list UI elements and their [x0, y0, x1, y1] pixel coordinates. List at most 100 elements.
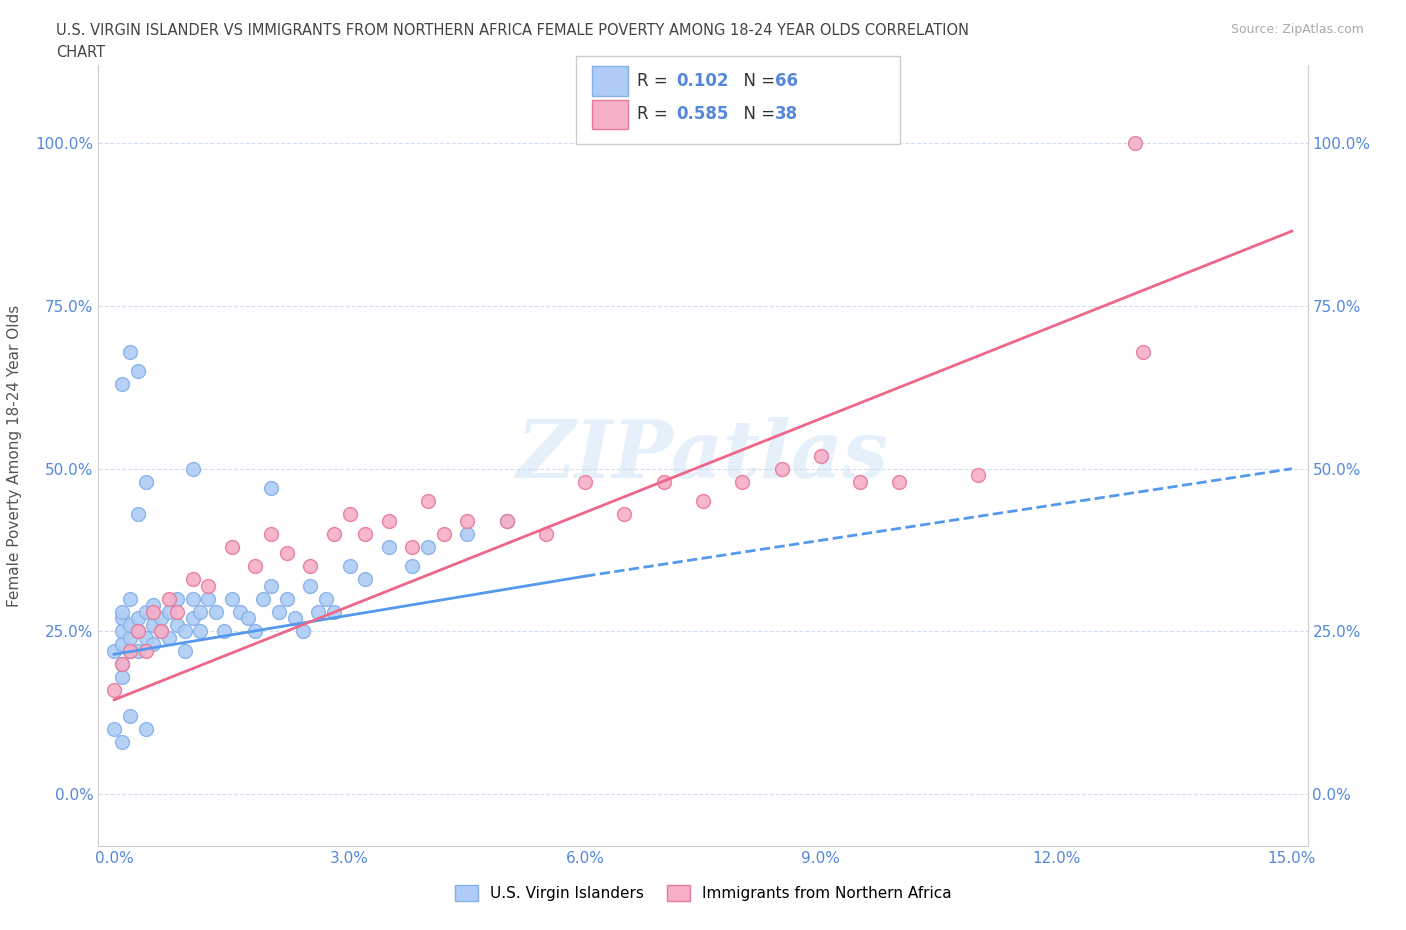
Point	[418, 494, 440, 509]
Point	[378, 539, 401, 554]
Point	[276, 546, 298, 561]
Point	[849, 474, 872, 489]
Point	[197, 591, 219, 606]
Point	[456, 526, 478, 541]
Point	[401, 539, 423, 554]
Y-axis label: Female Poverty Among 18-24 Year Olds: Female Poverty Among 18-24 Year Olds	[7, 304, 21, 606]
Point	[118, 644, 141, 658]
Point	[652, 474, 675, 489]
Point	[252, 591, 274, 606]
Point	[135, 604, 157, 619]
Point	[260, 578, 283, 593]
Point	[692, 494, 714, 509]
Point	[212, 624, 235, 639]
Point	[111, 657, 134, 671]
Point	[339, 507, 361, 522]
Text: 38: 38	[775, 105, 797, 124]
Point	[111, 670, 134, 684]
Point	[315, 591, 337, 606]
Point	[245, 624, 267, 639]
Point	[111, 604, 134, 619]
Point	[135, 644, 157, 658]
Point	[339, 559, 361, 574]
Point	[157, 631, 180, 645]
Point	[111, 735, 134, 750]
Point	[118, 644, 141, 658]
Point	[127, 644, 149, 658]
Point	[157, 591, 180, 606]
Point	[127, 624, 149, 639]
Point	[111, 637, 134, 652]
Point	[221, 591, 243, 606]
Text: N =: N =	[733, 72, 780, 90]
Point	[118, 344, 141, 359]
Point	[291, 624, 314, 639]
Point	[142, 604, 165, 619]
Point	[1132, 344, 1154, 359]
Point	[1123, 136, 1146, 151]
Point	[111, 624, 134, 639]
Point	[299, 559, 322, 574]
Point	[142, 637, 165, 652]
Text: N =: N =	[733, 105, 780, 124]
Point	[103, 683, 125, 698]
Point	[181, 461, 204, 476]
Point	[166, 604, 188, 619]
Legend: U.S. Virgin Islanders, Immigrants from Northern Africa: U.S. Virgin Islanders, Immigrants from N…	[447, 878, 959, 909]
Point	[118, 591, 141, 606]
Point	[731, 474, 754, 489]
Point	[299, 578, 322, 593]
Point	[966, 468, 988, 483]
Point	[267, 604, 290, 619]
Text: R =: R =	[637, 105, 673, 124]
Point	[810, 448, 832, 463]
Text: Source: ZipAtlas.com: Source: ZipAtlas.com	[1230, 23, 1364, 36]
Point	[150, 611, 173, 626]
Text: 66: 66	[775, 72, 797, 90]
Text: 0.585: 0.585	[676, 105, 728, 124]
Point	[103, 722, 125, 737]
Text: CHART: CHART	[56, 45, 105, 60]
Point	[173, 644, 195, 658]
Point	[150, 624, 173, 639]
Point	[495, 513, 517, 528]
Point	[354, 572, 377, 587]
Point	[142, 598, 165, 613]
Point	[127, 507, 149, 522]
Point	[135, 474, 157, 489]
Point	[378, 513, 401, 528]
Point	[135, 631, 157, 645]
Point	[574, 474, 596, 489]
Point	[456, 513, 478, 528]
Point	[181, 611, 204, 626]
Point	[181, 572, 204, 587]
Point	[433, 526, 456, 541]
Point	[260, 526, 283, 541]
Point	[260, 481, 283, 496]
Point	[118, 618, 141, 632]
Point	[354, 526, 377, 541]
Point	[150, 624, 173, 639]
Point	[418, 539, 440, 554]
Point	[889, 474, 911, 489]
Point	[323, 604, 346, 619]
Point	[166, 591, 188, 606]
Point	[323, 526, 346, 541]
Point	[221, 539, 243, 554]
Point	[401, 559, 423, 574]
Point	[127, 624, 149, 639]
Point	[770, 461, 793, 476]
Point	[166, 618, 188, 632]
Point	[118, 631, 141, 645]
Point	[236, 611, 259, 626]
Point	[111, 377, 134, 392]
Point	[118, 709, 141, 724]
Point	[534, 526, 557, 541]
Point	[135, 722, 157, 737]
Point	[613, 507, 636, 522]
Point	[103, 644, 125, 658]
Point	[111, 611, 134, 626]
Point	[127, 364, 149, 379]
Point	[197, 578, 219, 593]
Point	[127, 611, 149, 626]
